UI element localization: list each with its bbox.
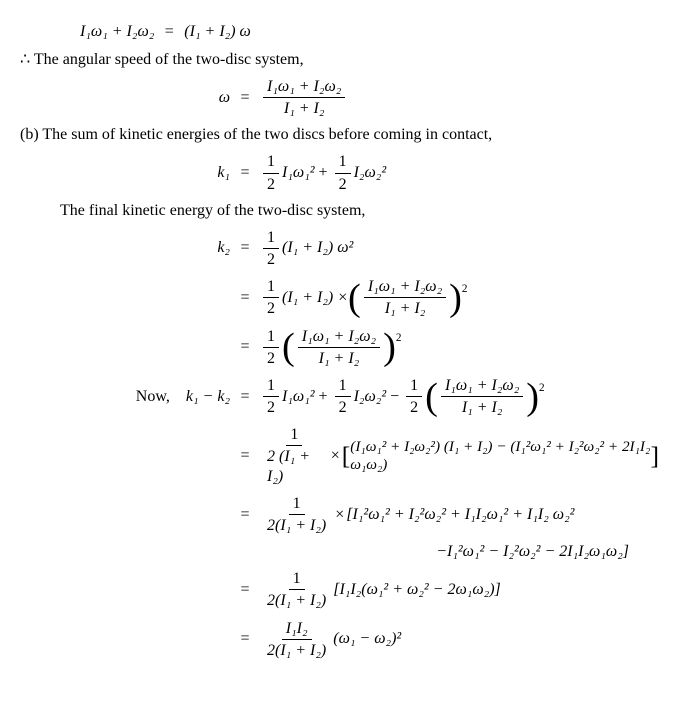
equals: = xyxy=(230,630,260,648)
eq-k2-line2: = 1 2 (I₁ + I₂) × ( I₁ω₁ + I₂ω₂ I₁ + I₂ … xyxy=(150,277,659,318)
half: 1 2 xyxy=(335,376,351,417)
eq4c-frac: 1 2(I₁ + I₂) xyxy=(263,494,330,535)
eq-k2-line3: = 1 2 ( I₁ω₁ + I₂ω₂ I₁ + I₂ ) 2 xyxy=(150,327,659,368)
now-label: Now, xyxy=(136,388,170,405)
eq4a-lhs: k₁ − k₂ xyxy=(186,388,230,405)
eq-diff-line3-tail: −I₁²ω₁² − I₂²ω₂² − 2I₁I₂ω₁ω₂] xyxy=(20,543,629,561)
half: 1 2 xyxy=(263,228,279,269)
t1: I₁ω₁² xyxy=(282,388,315,406)
text-final-ke: The final kinetic energy of the two-disc… xyxy=(60,202,659,220)
eq-omega: ω = I₁ω₁ + I₂ω₂ I₁ + I₂ xyxy=(150,77,659,118)
eq3b-factor: (I₁ + I₂) × xyxy=(282,289,348,307)
eq4b-frac: 1 2 (I₁ + I₂) xyxy=(263,425,326,486)
equals: = xyxy=(230,447,260,465)
eq2-t1: I₁ω₁² xyxy=(282,164,315,182)
equals: = xyxy=(230,338,260,356)
plus: + xyxy=(319,164,328,182)
equals: = xyxy=(230,89,260,107)
eq4a-frac: I₁ω₁ + I₂ω₂ I₁ + I₂ xyxy=(441,376,523,417)
eq0-lhs: I₁ω₁ + I₂ω₂ xyxy=(80,23,154,41)
eq-k2-line1: k₂ = 1 2 (I₁ + I₂) ω² xyxy=(150,228,659,269)
eq4d-expr: [I₁I₂(ω₁² + ω₂² − 2ω₁ω₂)] xyxy=(333,581,501,599)
eq4b-expr: (I₁ω₁² + I₂ω₂²) (I₁ + I₂) − (I₁²ω₁² + I₂… xyxy=(350,438,650,474)
equals: = xyxy=(230,388,260,406)
equals: = xyxy=(230,164,260,182)
eq4e-frac: I₁I₂ 2(I₁ + I₂) xyxy=(263,619,330,660)
half: 1 2 xyxy=(263,376,279,417)
eq-diff-line3: = 1 2(I₁ + I₂) × [I₁²ω₁² + I₂²ω₂² + I₁I₂… xyxy=(80,494,659,535)
eq2-t2: I₂ω₂² xyxy=(354,164,387,182)
equals: = xyxy=(230,289,260,307)
text-angular-speed: ∴ The angular speed of the two-disc syst… xyxy=(20,49,659,69)
half: 1 2 xyxy=(263,277,279,318)
eq4d-frac: 1 2(I₁ + I₂) xyxy=(263,569,330,610)
eq-diff-line5: = I₁I₂ 2(I₁ + I₂) (ω₁ − ω₂)² xyxy=(80,619,659,660)
t2: I₂ω₂² xyxy=(354,388,387,406)
equals: = xyxy=(230,506,260,524)
eq1-frac: I₁ω₁ + I₂ω₂ I₁ + I₂ xyxy=(263,77,345,118)
eq2-lhs: k₁ xyxy=(150,164,230,182)
equals: = xyxy=(230,239,260,257)
eq-diff-line4: = 1 2(I₁ + I₂) [I₁I₂(ω₁² + ω₂² − 2ω₁ω₂)] xyxy=(80,569,659,610)
eq3c-frac: I₁ω₁ + I₂ω₂ I₁ + I₂ xyxy=(298,327,380,368)
eq3a-lhs: k₂ xyxy=(150,239,230,257)
equals: = xyxy=(154,23,184,41)
half: 1 2 xyxy=(263,327,279,368)
eq0-rhs: (I₁ + I₂) ω xyxy=(184,23,251,41)
half: 1 2 xyxy=(406,376,422,417)
eq-conservation: I₁ω₁ + I₂ω₂ = (I₁ + I₂) ω xyxy=(80,23,659,41)
half-2: 1 2 xyxy=(335,152,351,193)
half-1: 1 2 xyxy=(263,152,279,193)
eq4c-expr: [I₁²ω₁² + I₂²ω₂² + I₁I₂ω₁² + I₁I₂ ω₂² xyxy=(346,506,574,524)
eq4e-tail: (ω₁ − ω₂)² xyxy=(333,630,401,648)
part-b-label: (b) xyxy=(20,126,39,143)
text-sum-ke: (b) The sum of kinetic energies of the t… xyxy=(20,126,659,144)
equals: = xyxy=(230,581,260,599)
eq-diff-line2: = 1 2 (I₁ + I₂) × [ (I₁ω₁² + I₂ω₂²) (I₁ … xyxy=(80,425,659,486)
eq-diff-line1: Now, k₁ − k₂ = 1 2 I₁ω₁² + 1 2 I₂ω₂² − 1… xyxy=(80,376,659,417)
eq3a-body: (I₁ + I₂) ω² xyxy=(282,239,353,257)
text2-body: The sum of kinetic energies of the two d… xyxy=(42,126,492,143)
eq3b-frac: I₁ω₁ + I₂ω₂ I₁ + I₂ xyxy=(364,277,446,318)
eq1-lhs: ω xyxy=(150,89,230,107)
eq-k1: k₁ = 1 2 I₁ω₁² + 1 2 I₂ω₂² xyxy=(150,152,659,193)
